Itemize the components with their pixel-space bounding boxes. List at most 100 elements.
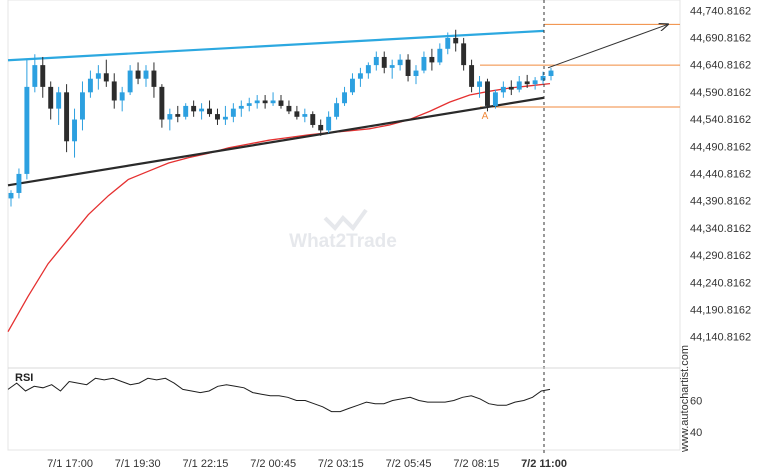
candle xyxy=(524,74,530,88)
candle-body xyxy=(477,81,482,87)
candle-body xyxy=(294,111,300,117)
candle-body xyxy=(167,114,173,120)
candle xyxy=(32,54,38,93)
price-tick-label: 44,340.8162 xyxy=(690,223,751,235)
candle xyxy=(365,62,371,79)
candle xyxy=(318,119,324,136)
candle-body xyxy=(48,86,54,109)
candle-body xyxy=(429,56,435,63)
candle-body xyxy=(548,70,554,76)
candle xyxy=(103,59,109,87)
candle xyxy=(445,32,451,55)
candle-body xyxy=(389,65,395,68)
candle xyxy=(310,111,316,128)
candle-body xyxy=(286,105,292,112)
candle-body xyxy=(8,192,14,199)
candle xyxy=(143,65,149,87)
candle xyxy=(16,168,22,199)
candle-body xyxy=(397,59,403,66)
candle xyxy=(461,37,467,71)
candle-body xyxy=(461,43,467,66)
candle xyxy=(373,51,379,71)
candle-body xyxy=(469,65,475,87)
candle xyxy=(24,59,30,180)
price-tick-label: 44,690.8162 xyxy=(690,32,751,44)
price-tick-label: 44,190.8162 xyxy=(690,304,751,316)
candle xyxy=(389,59,395,79)
candle xyxy=(230,103,236,123)
candle xyxy=(246,97,252,112)
candle-body xyxy=(302,114,308,117)
candle-body xyxy=(207,108,212,115)
candle-body xyxy=(87,78,93,93)
candle-body xyxy=(183,105,189,117)
candle-body xyxy=(413,70,419,76)
time-tick-label: 7/1 22:15 xyxy=(182,458,228,470)
rsi-axis: 60 40 xyxy=(690,396,702,440)
trendlines xyxy=(7,29,545,187)
moving-average xyxy=(7,82,551,333)
candle-body xyxy=(310,114,316,125)
candle xyxy=(421,51,427,74)
time-tick-label: 7/1 19:30 xyxy=(115,458,161,470)
candle-body xyxy=(175,114,181,117)
candle xyxy=(500,81,506,98)
price-tick-label: 44,740.8162 xyxy=(690,5,751,17)
candle-body xyxy=(270,100,276,104)
candle xyxy=(183,103,189,120)
candle-body xyxy=(437,48,443,63)
rsi-line-group xyxy=(7,377,551,413)
candle-body xyxy=(80,92,85,120)
time-tick-label: 7/2 11:00 xyxy=(521,458,567,470)
price-axis: 44,740.8162 44,690.8162 44,640.8162 44,590.… xyxy=(690,5,751,343)
price-tick-label: 44,590.8162 xyxy=(690,87,751,99)
candle-body xyxy=(16,173,22,193)
candle-body xyxy=(32,65,38,87)
candle xyxy=(127,65,133,96)
candle-body xyxy=(524,81,530,85)
candle xyxy=(548,67,554,81)
candle xyxy=(405,54,411,82)
rsi-line xyxy=(7,377,551,413)
candle xyxy=(215,108,220,125)
rsi-tick-label: 60 xyxy=(690,396,702,408)
candle xyxy=(485,78,490,112)
price-tick-label: 44,490.8162 xyxy=(690,141,751,153)
candle-body xyxy=(199,108,205,112)
candle xyxy=(222,105,228,125)
candle-body xyxy=(56,92,62,109)
candle-body xyxy=(357,73,363,79)
candlesticks xyxy=(8,29,554,207)
candle-body xyxy=(222,116,228,120)
candle xyxy=(286,100,292,115)
candle xyxy=(477,76,482,98)
candle xyxy=(111,73,117,109)
candle-body xyxy=(103,73,109,82)
candle-body xyxy=(127,70,133,93)
candle xyxy=(334,97,340,120)
candle xyxy=(357,67,363,87)
candle-body xyxy=(365,65,371,74)
candle-body xyxy=(334,103,340,117)
candle-body xyxy=(64,92,70,142)
candle-body xyxy=(508,86,514,90)
candle xyxy=(492,89,498,109)
watermark: What2Trade xyxy=(289,208,397,252)
candle xyxy=(48,81,54,120)
candle xyxy=(72,108,77,158)
candle xyxy=(453,29,459,52)
candle xyxy=(199,103,205,120)
candle xyxy=(175,105,181,123)
projection-line xyxy=(547,24,668,69)
candle-body xyxy=(516,81,522,90)
candle-body xyxy=(151,70,157,87)
candle-body xyxy=(40,65,46,87)
candle xyxy=(326,111,332,134)
candle xyxy=(254,95,260,109)
candle-body xyxy=(405,59,411,76)
brand-watermark: www.autochartist.com xyxy=(679,345,691,453)
candle-body xyxy=(453,37,459,44)
candle xyxy=(540,71,546,85)
candle-body xyxy=(318,124,324,131)
